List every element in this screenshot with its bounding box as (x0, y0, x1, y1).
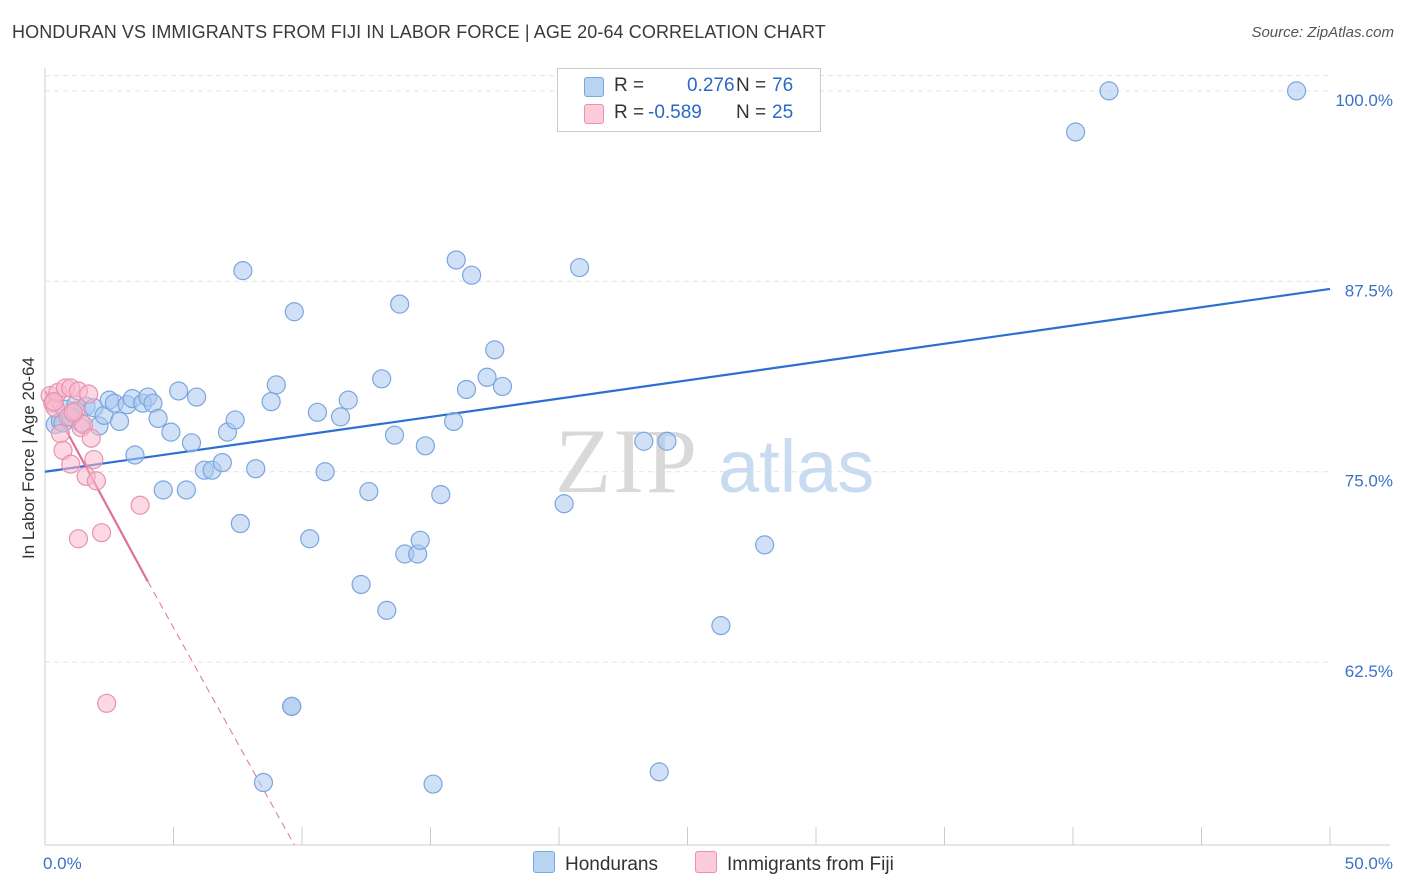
source-note: Source: ZipAtlas.com (1251, 24, 1394, 41)
honduran-point (330, 407, 351, 427)
honduran-point (485, 340, 505, 360)
bottom-legend-label: Hondurans (565, 854, 658, 875)
fiji-point (97, 693, 117, 713)
honduran-point (415, 436, 435, 456)
fiji-point (50, 424, 71, 444)
honduran-point (390, 294, 410, 314)
honduran-point (266, 375, 286, 395)
axes (44, 68, 1390, 846)
bottom-legend-hondurans: Hondurans (533, 851, 658, 877)
honduran-point (410, 530, 430, 550)
x-tick-label: 0.0% (43, 854, 82, 873)
honduran-point (284, 302, 304, 322)
honduran-point (148, 408, 168, 429)
legend-n-value: 25 (772, 102, 794, 123)
honduran-point (754, 535, 775, 555)
honduran-point (125, 445, 145, 465)
legend-r-label: R = (614, 102, 645, 123)
legend-n-label: N = (736, 102, 767, 123)
gridlines (45, 75, 1330, 663)
honduran-point (431, 484, 451, 505)
legend-box: R = 0.276 N = 76 R = -0.589 N = 25 (557, 68, 821, 132)
honduran-trend-line (44, 287, 1331, 473)
bottom-legend-swatch-pink (695, 851, 717, 873)
honduran-point (246, 459, 266, 479)
honduran-point (161, 422, 181, 442)
y-tick-label: 75.0% (1345, 472, 1393, 491)
honduran-point (225, 410, 245, 430)
honduran-point (462, 265, 482, 285)
bottom-legend-label: Immigrants from Fiji (727, 854, 894, 875)
honduran-point (176, 480, 196, 500)
fiji-point (130, 495, 150, 515)
honduran-point (372, 369, 392, 389)
honduran-point (109, 411, 130, 432)
honduran-point (446, 250, 466, 270)
bottom-legend-fiji: Immigrants from Fiji (695, 851, 894, 877)
watermark-atlas: atlas (718, 425, 874, 508)
trend-lines (44, 287, 1331, 846)
honduran-point (1065, 122, 1086, 142)
honduran-point (384, 425, 405, 445)
fiji-point (91, 523, 112, 543)
honduran-point (230, 513, 250, 534)
y-axis-label: In Labor Force | Age 20-64 (19, 357, 38, 559)
honduran-point (492, 376, 513, 397)
fiji-point (68, 529, 89, 549)
legend-n-value: 76 (772, 75, 794, 96)
honduran-point (233, 261, 253, 281)
honduran-point (212, 452, 232, 473)
legend-swatch-blue (584, 77, 604, 97)
y-tick-label: 62.5% (1345, 662, 1393, 681)
honduran-point (300, 529, 320, 549)
honduran-point (153, 480, 173, 500)
y-tick-label: 87.5% (1345, 281, 1393, 300)
honduran-point (351, 574, 371, 595)
fiji-point (86, 471, 107, 491)
honduran-point (477, 367, 497, 387)
bottom-legend-swatch-blue (533, 851, 555, 873)
data-points (40, 81, 1307, 794)
honduran-point (456, 379, 477, 400)
honduran-point (423, 774, 443, 794)
y-tick-label: 100.0% (1335, 91, 1393, 110)
legend-r-value: -0.589 (648, 102, 702, 123)
honduran-point (181, 433, 202, 453)
honduran-point (169, 381, 189, 401)
fiji-point (61, 454, 81, 474)
honduran-point (711, 616, 731, 636)
honduran-point (1286, 81, 1307, 101)
legend-r-value: 0.276 (687, 75, 735, 96)
honduran-point (187, 387, 207, 407)
honduran-point (261, 392, 281, 412)
honduran-point (444, 411, 464, 432)
honduran-point (377, 600, 397, 620)
honduran-point (649, 762, 669, 782)
tick-labels: 62.5% 75.0% 87.5% 100.0% 0.0% 50.0% (43, 91, 1393, 873)
fiji-point (79, 384, 99, 404)
honduran-point (282, 696, 302, 716)
legend-r-label: R = (614, 75, 645, 96)
honduran-point (554, 494, 574, 514)
legend-swatch-pink (584, 104, 604, 124)
honduran-point (359, 481, 379, 502)
x-tick-label: 50.0% (1345, 854, 1393, 873)
honduran-point (315, 462, 335, 482)
honduran-point (1099, 81, 1119, 101)
fiji-point (44, 392, 64, 412)
fiji-trend-extension (147, 581, 295, 846)
fiji-point (84, 449, 104, 470)
honduran-point (307, 402, 328, 422)
watermark-zip: ZIP (555, 410, 699, 512)
honduran-point (338, 390, 358, 410)
legend-n-label: N = (736, 75, 767, 96)
honduran-point (253, 772, 274, 793)
chart-title: HONDURAN VS IMMIGRANTS FROM FIJI IN LABO… (12, 22, 826, 42)
fiji-point (63, 402, 83, 422)
honduran-point (657, 431, 677, 451)
honduran-point (569, 257, 590, 278)
fiji-point (81, 428, 101, 448)
honduran-point (634, 431, 654, 451)
